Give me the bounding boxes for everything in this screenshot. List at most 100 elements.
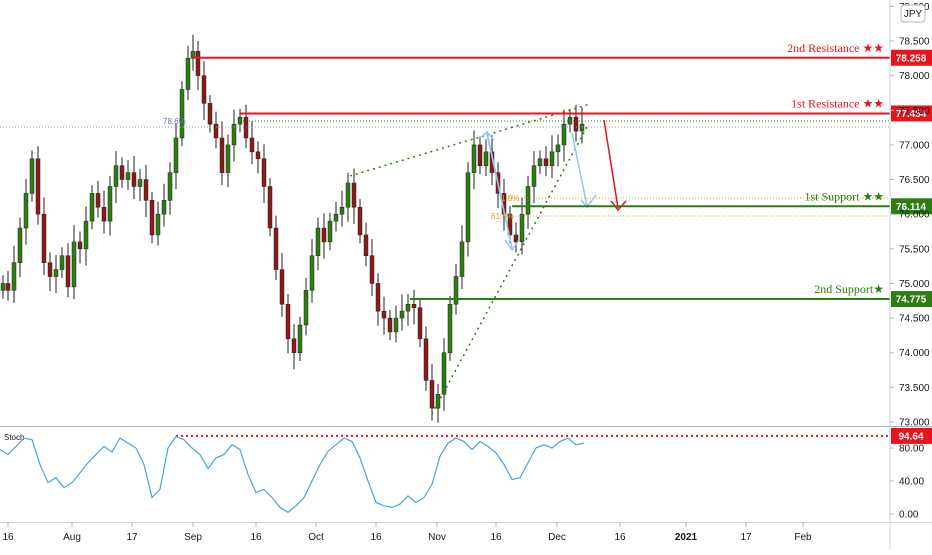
candle-body bbox=[249, 137, 255, 153]
candle-body bbox=[555, 144, 561, 153]
candle bbox=[0, 275, 6, 299]
candle bbox=[447, 295, 453, 362]
candle-body bbox=[137, 179, 143, 187]
candle-body bbox=[405, 303, 411, 312]
price-tick-label: 77.500 bbox=[899, 106, 930, 117]
time-tick-label: Oct bbox=[308, 532, 324, 543]
candle-body bbox=[477, 144, 483, 166]
candle-body bbox=[453, 276, 459, 305]
candle bbox=[483, 139, 489, 177]
candle-body bbox=[531, 165, 537, 187]
level-badge bbox=[891, 49, 932, 66]
candle-body bbox=[297, 324, 303, 353]
candle-body bbox=[417, 307, 423, 340]
candle-body bbox=[513, 234, 519, 243]
candle-body bbox=[255, 151, 261, 160]
candle bbox=[107, 176, 113, 236]
candle-body bbox=[267, 186, 273, 229]
level-badge bbox=[891, 198, 932, 215]
candle bbox=[149, 192, 155, 244]
candle-body bbox=[167, 172, 173, 201]
projection-arrow-head bbox=[479, 130, 495, 141]
candle-body bbox=[387, 317, 393, 333]
candle-body bbox=[573, 116, 579, 132]
candle bbox=[441, 338, 447, 411]
candle-body bbox=[219, 137, 225, 173]
candle-body bbox=[465, 172, 471, 243]
candle bbox=[531, 151, 537, 204]
price-tick-label: 73.000 bbox=[899, 418, 930, 429]
time-tick-label: Feb bbox=[794, 532, 812, 543]
time-tick-label: Sep bbox=[184, 532, 202, 543]
candle bbox=[167, 162, 173, 215]
candle bbox=[143, 164, 149, 217]
level-74.775: 2nd Support★ 74.775 bbox=[410, 282, 932, 308]
candle bbox=[339, 190, 345, 227]
candle-body bbox=[303, 290, 309, 326]
candle-body bbox=[225, 144, 231, 173]
candle bbox=[161, 183, 167, 227]
candle-body bbox=[95, 193, 101, 208]
candle bbox=[459, 225, 465, 289]
candle bbox=[255, 141, 261, 174]
candle bbox=[5, 270, 11, 301]
stoch-tick-label: 40.00 bbox=[899, 477, 924, 488]
stoch-tick-label: 0.00 bbox=[899, 510, 919, 521]
price-tick-label: 75.500 bbox=[899, 244, 930, 255]
candle-body bbox=[41, 213, 47, 263]
price-tick-label: 76.000 bbox=[899, 210, 930, 221]
candle-body bbox=[315, 227, 321, 256]
candle bbox=[381, 296, 387, 335]
candle-body bbox=[525, 186, 531, 215]
projection-arrow-head bbox=[580, 194, 597, 209]
candle-body bbox=[339, 207, 345, 215]
candle-body bbox=[47, 262, 53, 277]
projection-arrow bbox=[571, 132, 588, 207]
candle-body bbox=[35, 158, 41, 215]
candle bbox=[429, 363, 435, 421]
candle-body bbox=[173, 137, 179, 173]
candle-body bbox=[369, 255, 375, 284]
candle bbox=[561, 109, 567, 162]
candle bbox=[291, 324, 297, 370]
candle bbox=[411, 289, 417, 325]
candle-body bbox=[483, 151, 489, 166]
candle bbox=[89, 185, 95, 230]
candle bbox=[345, 172, 351, 222]
candle bbox=[23, 178, 29, 245]
candle bbox=[101, 190, 107, 234]
annotations: 78.6% 1.0% 61.8% bbox=[0, 103, 890, 415]
candle bbox=[83, 206, 89, 266]
candle bbox=[387, 309, 393, 341]
level-badge bbox=[891, 105, 932, 122]
candle-body bbox=[101, 207, 107, 222]
symbol-badge-label: JPY bbox=[904, 9, 923, 20]
candle bbox=[471, 130, 477, 190]
level-78.258: 2nd Resistance ★★ 78.258 bbox=[192, 41, 932, 66]
candle bbox=[213, 111, 219, 149]
candle bbox=[309, 239, 315, 303]
candle bbox=[321, 213, 327, 259]
candle bbox=[125, 160, 131, 190]
candle-body bbox=[423, 338, 429, 381]
candle bbox=[297, 316, 303, 362]
level-badge bbox=[891, 291, 932, 308]
candle-body bbox=[393, 317, 399, 333]
candle-body bbox=[435, 394, 441, 409]
candle bbox=[453, 264, 459, 315]
candle-body bbox=[23, 193, 29, 229]
candle-body bbox=[549, 151, 555, 166]
candle bbox=[477, 136, 483, 175]
price-tick-label: 73.500 bbox=[899, 383, 930, 394]
time-tick-label: Aug bbox=[63, 532, 81, 543]
candle bbox=[231, 109, 237, 162]
candle-body bbox=[561, 123, 567, 146]
candle-body bbox=[195, 51, 201, 76]
candle bbox=[137, 169, 143, 202]
candle-body bbox=[119, 165, 125, 180]
candle-body bbox=[131, 172, 137, 187]
candle-body bbox=[113, 165, 119, 187]
candle-body bbox=[543, 158, 549, 166]
stoch-level-value: 94.64 bbox=[898, 431, 923, 442]
